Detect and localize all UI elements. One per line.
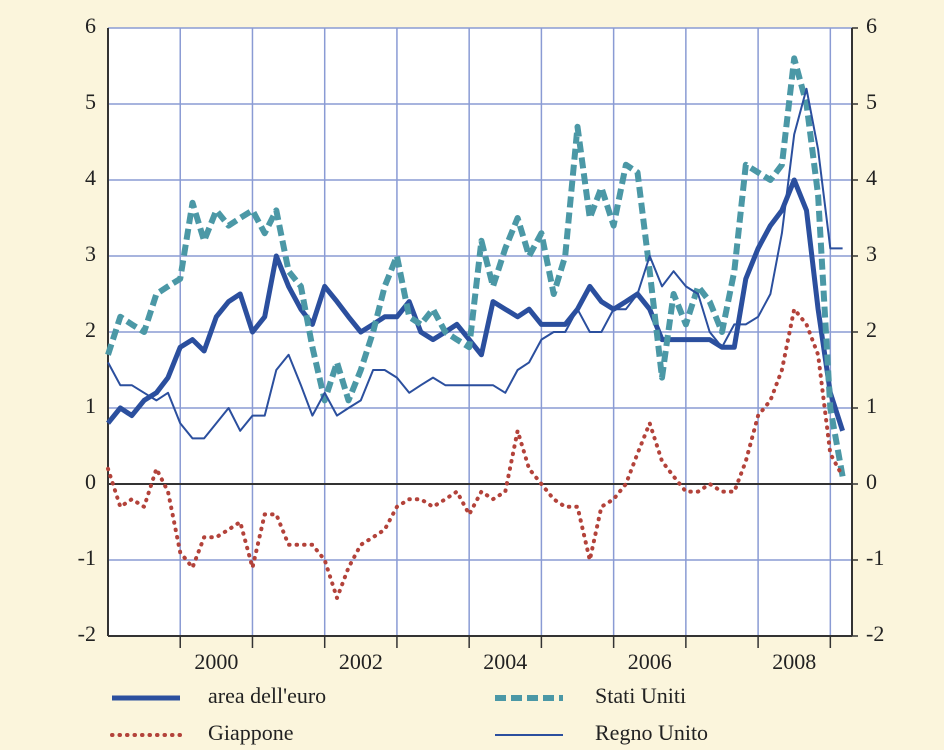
y2-tick-label: 1: [866, 393, 877, 418]
y-tick-label: -2: [78, 621, 96, 646]
x-tick-label: 2004: [483, 649, 527, 674]
legend-label: area dell'euro: [208, 683, 326, 708]
legend-label: Giappone: [208, 720, 294, 745]
series-line: [106, 307, 845, 600]
x-tick-label: 2002: [339, 649, 383, 674]
y2-tick-label: 6: [866, 13, 877, 38]
y-tick-label: 6: [85, 13, 96, 38]
series-line: [105, 55, 846, 477]
x-tick-label: 2000: [194, 649, 238, 674]
y-tick-label: 4: [85, 165, 96, 190]
y-tick-label: 0: [85, 469, 96, 494]
y-tick-label: 1: [85, 393, 96, 418]
series-line: [107, 87, 843, 440]
y2-tick-label: -1: [866, 545, 884, 570]
y2-tick-label: 4: [866, 165, 877, 190]
legend-label: Stati Uniti: [595, 683, 686, 708]
legend-label: Regno Unito: [595, 720, 708, 745]
y2-tick-label: 3: [866, 241, 877, 266]
x-tick-label: 2006: [628, 649, 672, 674]
y2-tick-label: 2: [866, 317, 877, 342]
y-tick-label: 3: [85, 241, 96, 266]
x-tick-label: 2008: [772, 649, 816, 674]
y2-tick-label: 5: [866, 89, 877, 114]
y-tick-label: -1: [78, 545, 96, 570]
y-tick-label: 5: [85, 89, 96, 114]
y2-tick-label: -2: [866, 621, 884, 646]
y-tick-label: 2: [85, 317, 96, 342]
y2-tick-label: 0: [866, 469, 877, 494]
